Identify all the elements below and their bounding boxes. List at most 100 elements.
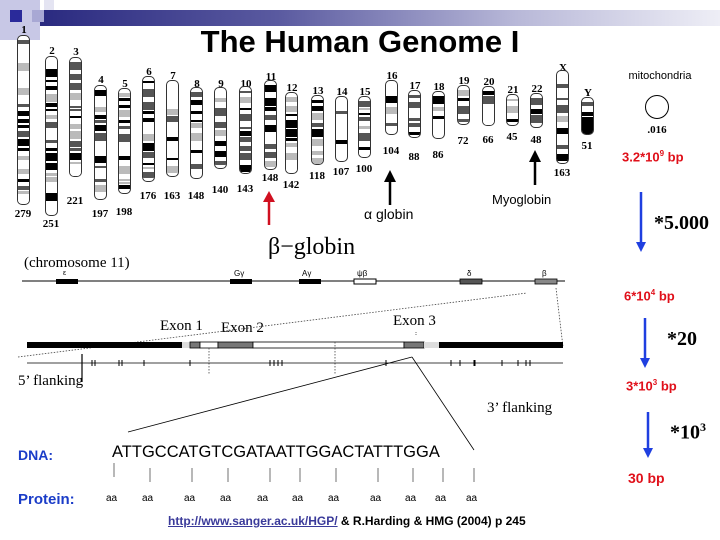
mitochondria-label: mitochondria (628, 70, 692, 82)
gene-label-g-gamma: Gγ (234, 269, 245, 278)
chromosome-22 (530, 93, 543, 128)
5-prime-flanking-label: 5’ flanking (18, 373, 84, 389)
chromosome-17 (408, 90, 421, 138)
chromosome-label: 8 (194, 78, 200, 90)
chromosome-label: 7 (170, 70, 176, 82)
amino-acid-label: aa (370, 493, 382, 504)
exon-3-label: Exon 3 (393, 313, 436, 329)
chromosome-size: 45 (506, 131, 518, 143)
chromosome-size: 163 (163, 190, 181, 202)
chromosome-size: 163 (553, 167, 571, 179)
gene-label-epsilon: ε (63, 270, 67, 277)
gene-label-psi-beta: ψβ (357, 269, 368, 278)
codon-size-label: 30 bp (628, 470, 665, 486)
chromosome-1 (17, 35, 30, 205)
chromosome-size: 100 (355, 163, 373, 175)
page-title: The Human Genome I (200, 24, 520, 59)
chromosome-label: 20 (483, 76, 495, 88)
chromosome-size: 104 (382, 145, 400, 157)
region-size-label: 6*104 bp (624, 288, 675, 304)
mitochondria-circle-icon (645, 95, 669, 119)
chromosome-size: 118 (309, 170, 325, 182)
header-gradient-bar (40, 10, 720, 26)
scale-factor-2: *20 (667, 328, 697, 350)
mitochondria-size: .016 (647, 124, 667, 136)
alpha-globin-label: α globin (364, 206, 414, 222)
chromosome-label: 10 (240, 78, 252, 90)
chromosome-size: 48 (530, 134, 542, 146)
chromosome-label: 12 (286, 82, 298, 94)
chromosome-15 (358, 96, 371, 158)
chromosome-size: 279 (14, 208, 32, 220)
chromosome-size: 140 (211, 184, 229, 196)
chromosome-label: X (559, 62, 567, 74)
exon-2-label: Exon 2 (221, 320, 264, 336)
chromosome-12 (285, 92, 298, 174)
chromosome-size: 221 (66, 195, 84, 207)
chromosome-5 (118, 88, 131, 194)
amino-acid-label: aa (106, 493, 118, 504)
chromosome-size: 251 (42, 218, 60, 230)
chromosome-label: 4 (98, 74, 104, 86)
chromosome-label: 5 (122, 78, 128, 90)
chromosome-14 (335, 96, 348, 162)
dna-label: DNA: (18, 447, 53, 463)
chromosome-size: 142 (282, 179, 300, 191)
chromosome-9 (214, 87, 227, 169)
chromosome-size: 198 (115, 206, 133, 218)
amino-acid-label: aa (466, 493, 478, 504)
protein-label: Protein: (18, 491, 75, 508)
chromosome-X (556, 70, 569, 164)
deco-square (32, 10, 44, 22)
chromosome-4 (94, 85, 107, 200)
chromosome-label: 14 (336, 86, 348, 98)
chromosome-20 (482, 86, 495, 126)
chromosome-6 (142, 76, 155, 182)
genome-size-label: 3.2*109 bp (622, 149, 684, 165)
scale-factor-1: *5.000 (654, 212, 709, 234)
chromosome-size: 51 (581, 140, 593, 152)
chromosome-19 (457, 85, 470, 125)
chromosome-size: 148 (187, 190, 205, 202)
chromosome-size: 197 (91, 208, 109, 220)
amino-acid-label: aa (142, 493, 154, 504)
gene-size-label: 3*103 bp (626, 378, 677, 394)
chromosome-label: 2 (49, 45, 55, 57)
chromosome-size: 143 (236, 183, 254, 195)
chromosome-label: 15 (359, 86, 371, 98)
deco-square (44, 0, 54, 10)
sanger-link[interactable]: http://www.sanger.ac.uk/HGP/ (168, 514, 338, 528)
chromosome-18 (432, 91, 445, 139)
chromosome-3 (69, 57, 82, 177)
beta-globin-title: β−globin (268, 234, 356, 260)
amino-acid-label: aa (220, 493, 232, 504)
deco-square (10, 10, 22, 22)
exon-1-label: Exon 1 (160, 318, 203, 334)
amino-acid-label: aa (292, 493, 304, 504)
amino-acid-label: aa (257, 493, 269, 504)
chromosome-size: 88 (408, 151, 420, 163)
dna-sequence: ATTGCCATGTCGATAATTGGACTATTTGGA (112, 443, 440, 461)
chromosome-size: 86 (432, 149, 444, 161)
chromosome-label: 9 (218, 78, 224, 90)
chromosome-11 (264, 80, 277, 170)
chromosome-size: 66 (482, 134, 494, 146)
chromosome-label: 13 (312, 85, 324, 97)
chromosome-16 (385, 80, 398, 135)
chromosome-Y (581, 97, 594, 135)
amino-acid-label: aa (184, 493, 196, 504)
gene-label-a-gamma: Aγ (302, 269, 312, 278)
scale-factor-3: *103 (670, 420, 706, 444)
amino-acid-label: aa (328, 493, 340, 504)
gene-label-beta: β (542, 269, 547, 278)
chromosome-label: 3 (73, 46, 79, 58)
amino-acid-label: aa (405, 493, 417, 504)
chromosome-label: 1 (21, 24, 27, 36)
chromosome-7 (166, 80, 179, 177)
chromosome-label: 16 (386, 70, 398, 82)
footer-citation: http://www.sanger.ac.uk/HGP/ & R.Harding… (168, 514, 526, 528)
chromosome-label: 6 (146, 66, 152, 78)
chromosome-11-label: (chromosome 11) (24, 255, 130, 271)
chromosome-size: 72 (457, 135, 469, 147)
